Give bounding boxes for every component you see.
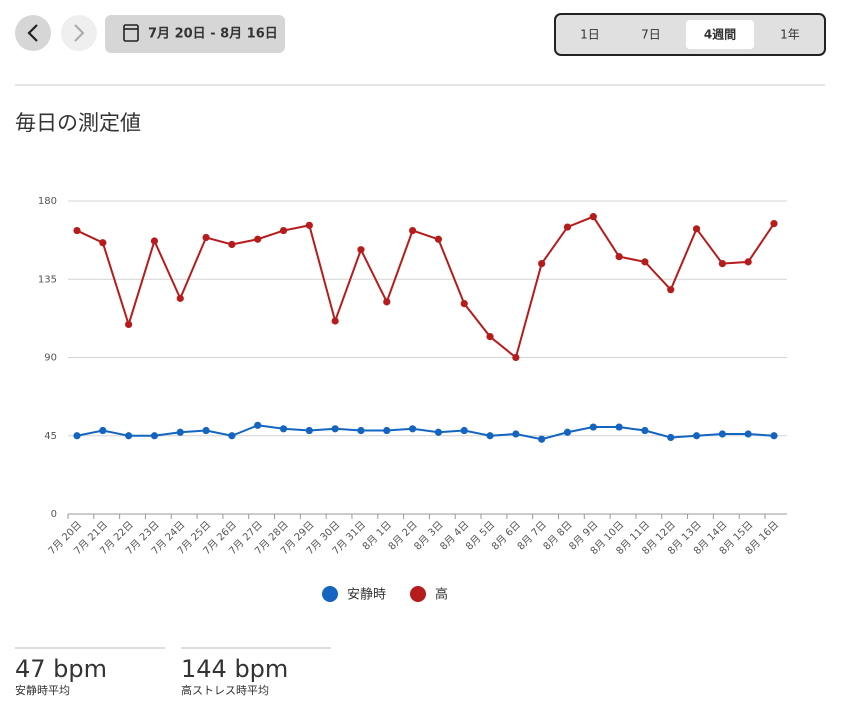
- y-tick-label: 90: [44, 353, 57, 364]
- data-point: [228, 240, 236, 249]
- data-point: [99, 239, 107, 247]
- data-point: [563, 223, 572, 231]
- legend-swatch: [410, 586, 426, 602]
- data-point: [176, 294, 184, 302]
- data-point: [125, 320, 133, 329]
- series-line: [76, 215, 775, 360]
- data-point: [305, 426, 313, 435]
- data-point: [667, 433, 675, 442]
- data-point: [770, 432, 778, 440]
- tab[interactable]: 1日: [580, 28, 600, 42]
- data-point: [202, 233, 210, 242]
- data-point: [615, 253, 623, 261]
- data-point: [73, 432, 81, 440]
- data-point: [563, 428, 572, 436]
- legend-label: 高: [435, 587, 448, 603]
- data-point: [73, 226, 81, 235]
- data-point: [434, 428, 443, 436]
- tab[interactable]: 7日: [641, 28, 661, 42]
- tab[interactable]: 1年: [780, 28, 800, 42]
- data-point: [667, 286, 675, 294]
- data-point: [279, 226, 288, 235]
- data-point: [150, 432, 159, 440]
- data-point: [305, 221, 313, 229]
- data-point: [408, 425, 417, 433]
- data-point: [692, 225, 701, 233]
- data-point: [641, 258, 649, 266]
- stat-value: 144 bpm: [181, 655, 288, 683]
- forward-button[interactable]: [61, 15, 97, 51]
- data-point: [331, 317, 339, 325]
- data-point: [99, 426, 107, 435]
- back-button[interactable]: [15, 15, 51, 51]
- data-point: [383, 298, 391, 306]
- data-point: [486, 333, 494, 341]
- date-button-bg[interactable]: [105, 15, 285, 53]
- data-point: [589, 213, 597, 221]
- data-point: [538, 260, 546, 268]
- data-point: [718, 430, 726, 438]
- tab-selected-bg[interactable]: [686, 20, 754, 49]
- period-tabs: 1日 7日 4週間 1年: [554, 13, 826, 56]
- data-point: [744, 430, 752, 438]
- forward-arrow: [74, 24, 85, 42]
- data-point: [357, 426, 365, 435]
- data-point: [331, 425, 339, 433]
- date-range: 7月 20日 - 8月 16日: [148, 27, 278, 42]
- date-button[interactable]: 7月 20日 - 8月 16日: [105, 15, 285, 53]
- data-point: [460, 426, 468, 435]
- data-point: [538, 435, 546, 443]
- data-point: [744, 258, 752, 266]
- forward-circle[interactable]: [61, 15, 97, 51]
- legend-swatch: [322, 586, 338, 602]
- data-point: [408, 226, 417, 235]
- data-point: [641, 426, 649, 435]
- data-point: [254, 235, 262, 243]
- data-point: [512, 430, 520, 438]
- data-point: [770, 220, 778, 228]
- y-tick-label: 0: [51, 509, 57, 520]
- stat-label: 高ストレス時平均: [181, 683, 269, 697]
- data-point: [692, 432, 701, 440]
- data-point: [202, 426, 210, 435]
- data-point: [254, 421, 262, 429]
- y-tick-label: 180: [38, 196, 57, 207]
- data-point: [279, 425, 288, 433]
- data-point: [176, 428, 184, 436]
- back-arrow: [27, 24, 38, 42]
- legend-label: 安静時: [347, 588, 386, 603]
- data-point: [615, 423, 623, 431]
- data-point: [460, 299, 468, 308]
- data-point: [228, 432, 236, 440]
- data-point: [486, 432, 494, 440]
- data-point: [718, 260, 726, 268]
- calendar-icon: [123, 24, 139, 42]
- stat-value: 47 bpm: [15, 655, 107, 683]
- data-point: [589, 423, 597, 431]
- y-tick-label: 135: [38, 274, 57, 285]
- series-line: [76, 424, 775, 441]
- back-circle[interactable]: [15, 15, 51, 51]
- data-point: [434, 235, 443, 243]
- tab[interactable]: 4週間: [704, 27, 736, 42]
- data-point: [383, 426, 391, 435]
- data-point: [125, 432, 133, 440]
- stat-label: 安静時平均: [15, 683, 70, 697]
- section-title: 毎日の測定値: [15, 111, 141, 135]
- y-tick-label: 45: [44, 431, 57, 442]
- data-point: [357, 246, 365, 254]
- data-point: [150, 237, 159, 245]
- data-point: [512, 353, 520, 362]
